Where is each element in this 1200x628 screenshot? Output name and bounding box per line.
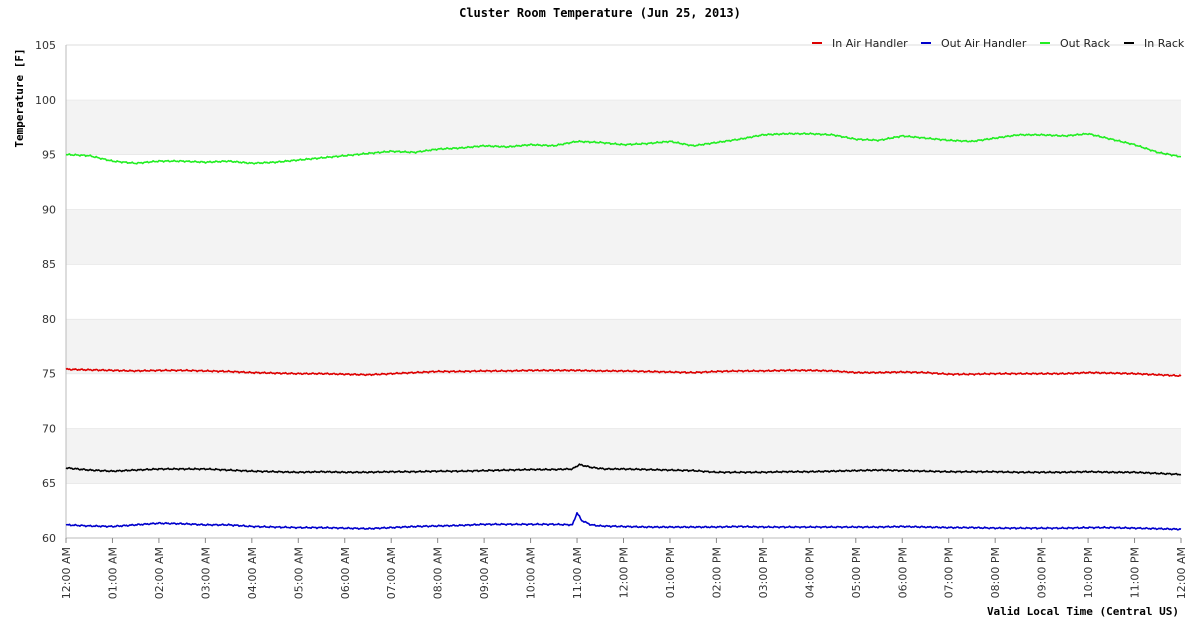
x-tick-label: 10:00 PM xyxy=(1082,547,1095,598)
x-tick-label: 05:00 AM xyxy=(292,547,305,599)
y-tick-label: 65 xyxy=(42,477,56,490)
legend-label: In Air Handler xyxy=(832,37,908,50)
y-axis-label: Temperature [F] xyxy=(13,48,26,147)
x-tick-label: 02:00 AM xyxy=(153,547,166,599)
y-tick-label: 90 xyxy=(42,203,56,216)
y-tick-label: 100 xyxy=(35,94,56,107)
chart-title: Cluster Room Temperature (Jun 25, 2013) xyxy=(459,6,741,20)
x-tick-label: 04:00 AM xyxy=(246,547,259,599)
x-tick-label: 12:00 AM xyxy=(60,547,73,599)
grid-band xyxy=(66,264,1181,319)
x-tick-label: 12:00 AM xyxy=(1175,547,1188,599)
x-tick-label: 12:00 PM xyxy=(618,547,631,598)
series-line-in-air-handler xyxy=(65,367,1182,378)
x-axis-label: Valid Local Time (Central US) xyxy=(987,605,1179,618)
legend-label: In Rack xyxy=(1144,37,1185,50)
x-tick-label: 04:00 PM xyxy=(803,547,816,598)
x-tick-label: 07:00 PM xyxy=(943,547,956,598)
grid-band xyxy=(66,209,1181,265)
x-tick-label: 08:00 PM xyxy=(989,547,1002,598)
x-tick-label: 07:00 AM xyxy=(385,547,398,599)
x-tick-label: 10:00 AM xyxy=(525,547,538,599)
x-tick-label: 01:00 PM xyxy=(664,547,677,598)
x-tick-label: 01:00 AM xyxy=(106,547,119,599)
y-tick-label: 95 xyxy=(42,149,56,162)
grid-band xyxy=(66,45,1181,100)
y-tick-label: 70 xyxy=(42,422,56,435)
grid-band xyxy=(66,99,1181,155)
x-tick-label: 06:00 PM xyxy=(896,547,909,598)
y-tick-label: 105 xyxy=(35,39,56,52)
grid-band xyxy=(66,318,1181,374)
x-tick-label: 09:00 AM xyxy=(478,547,491,599)
x-tick-label: 11:00 AM xyxy=(571,547,584,599)
grid-band xyxy=(66,428,1181,484)
x-tick-label: 03:00 AM xyxy=(199,547,212,599)
series-line-in-rack xyxy=(65,463,1182,476)
y-tick-label: 75 xyxy=(42,368,56,381)
legend-label: Out Rack xyxy=(1060,37,1111,50)
x-tick-label: 08:00 AM xyxy=(432,547,445,599)
x-tick-label: 02:00 PM xyxy=(710,547,723,598)
series-line-out-air-handler xyxy=(65,511,1182,531)
x-tick-label: 11:00 PM xyxy=(1129,547,1142,598)
grid-band xyxy=(66,483,1181,538)
y-tick-label: 80 xyxy=(42,313,56,326)
legend: In Air Handler Out Air Handler Out Rack In … xyxy=(812,37,1185,50)
grid-band xyxy=(66,373,1181,429)
x-tick-label: 06:00 AM xyxy=(339,547,352,599)
y-tick-label: 85 xyxy=(42,258,56,271)
y-tick-label: 60 xyxy=(42,532,56,545)
x-tick-label: 09:00 PM xyxy=(1036,547,1049,598)
x-tick-label: 05:00 PM xyxy=(850,547,863,598)
grid-band xyxy=(66,154,1181,210)
series-line-out-rack xyxy=(65,132,1182,165)
legend-label: Out Air Handler xyxy=(941,37,1027,50)
x-tick-label: 03:00 PM xyxy=(757,547,770,598)
